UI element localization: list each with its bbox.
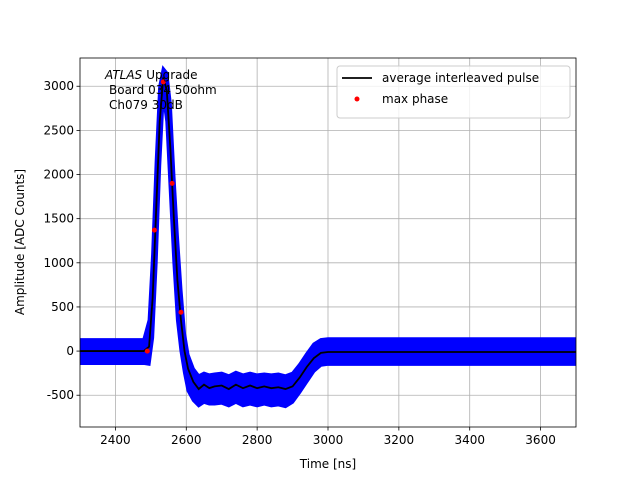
legend-label: average interleaved pulse xyxy=(382,71,539,85)
max-phase-point xyxy=(151,227,157,233)
x-axis-label: Time [ns] xyxy=(299,457,356,471)
y-tick-label: 0 xyxy=(66,344,74,358)
x-tick-label: 3600 xyxy=(525,433,556,447)
y-tick-label: 2000 xyxy=(43,168,74,182)
y-tick-label: 1000 xyxy=(43,256,74,270)
x-tick-label: 3200 xyxy=(384,433,415,447)
pulse-line xyxy=(80,77,576,391)
y-tick-label: 3000 xyxy=(43,79,74,93)
x-tick-label: 3400 xyxy=(454,433,485,447)
x-tick-label: 2800 xyxy=(242,433,273,447)
max-phase-point xyxy=(160,79,166,85)
axes-frame xyxy=(79,57,577,428)
max-phase-point xyxy=(178,309,184,315)
annotation: ATLAS Upgrade Board 034 50ohm Ch079 30dB xyxy=(104,68,217,112)
annotation-line: Ch079 30dB xyxy=(109,98,183,112)
plot-area xyxy=(80,65,576,409)
y-tick-label: 2500 xyxy=(43,123,74,137)
y-tick-label: -500 xyxy=(47,388,74,402)
x-tick-label: 2600 xyxy=(171,433,202,447)
sample-band xyxy=(80,65,576,409)
y-tick-label: 500 xyxy=(51,300,74,314)
x-tick-label: 2400 xyxy=(100,433,131,447)
legend-label: max phase xyxy=(382,92,448,106)
annotation-line: Board 034 50ohm xyxy=(109,83,217,97)
annotation-emphasis: ATLAS xyxy=(104,68,143,82)
legend-box xyxy=(336,65,571,119)
legend-marker xyxy=(354,96,360,102)
max-phase-point xyxy=(144,348,150,354)
x-tick-label: 3000 xyxy=(313,433,344,447)
max-phase-point xyxy=(169,180,175,186)
annotation-line: Upgrade xyxy=(146,68,197,82)
y-tick-label: 1500 xyxy=(43,212,74,226)
y-axis-label: Amplitude [ADC Counts] xyxy=(13,169,27,315)
